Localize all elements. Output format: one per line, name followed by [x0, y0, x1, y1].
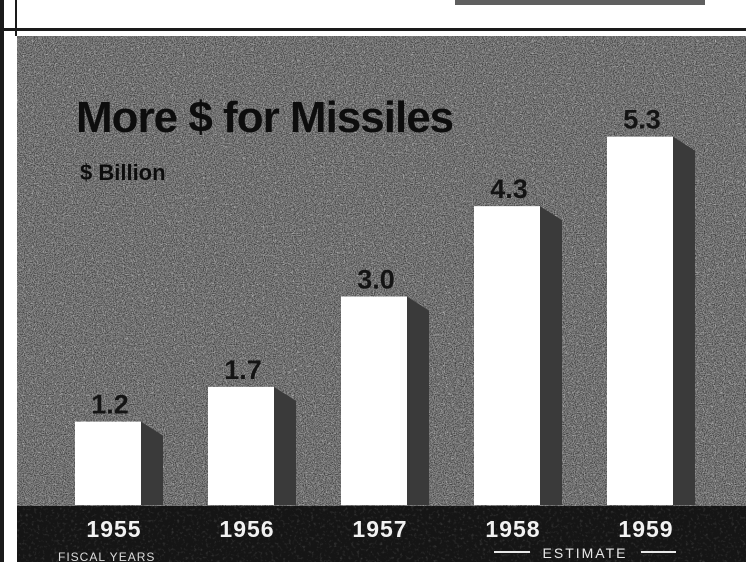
x-tick-label-1956: 1956 [219, 516, 274, 542]
x-tick-label-1959: 1959 [618, 516, 673, 542]
bar-1955 [75, 422, 141, 505]
x-axis-label: FISCAL YEARS [58, 550, 155, 562]
left-frame-line [0, 0, 4, 562]
x-tick-label-1955: 1955 [86, 516, 141, 542]
bar-1956 [208, 387, 274, 505]
bar-side-1959 [673, 137, 695, 505]
bar-side-1955 [141, 422, 163, 505]
bar-value-label-1957: 3.0 [357, 265, 395, 295]
x-tick-label-1958: 1958 [485, 516, 540, 542]
chart-title: More $ for Missiles [76, 93, 453, 142]
estimate-annotation: ESTIMATE [543, 545, 628, 561]
left-frame-line-2 [15, 0, 17, 36]
bar-1957 [341, 297, 407, 506]
bar-value-label-1955: 1.2 [91, 390, 129, 420]
x-tick-label-1957: 1957 [352, 516, 407, 542]
bar-side-1957 [407, 297, 429, 506]
bar-value-label-1959: 5.3 [623, 105, 661, 135]
top-frame-line [0, 28, 746, 31]
bar-value-label-1956: 1.7 [224, 355, 262, 385]
bar-value-label-1958: 4.3 [490, 174, 528, 204]
bar-1959 [607, 137, 673, 505]
top-smudge [455, 0, 705, 5]
bar-side-1956 [274, 387, 296, 505]
chart-unit-label: $ Billion [80, 160, 166, 185]
bar-side-1958 [540, 206, 562, 505]
bar-1958 [474, 206, 540, 505]
